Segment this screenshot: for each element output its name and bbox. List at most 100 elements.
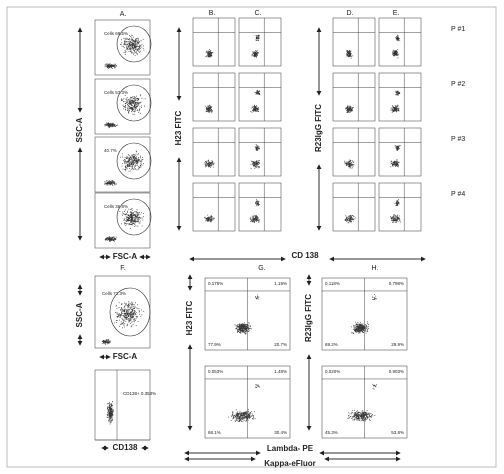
plot xyxy=(192,72,236,122)
plot xyxy=(238,127,282,177)
event-dots xyxy=(205,104,213,113)
quadrant-value: 29.9% xyxy=(391,342,404,347)
frame xyxy=(6,6,497,468)
axis-label: H23 FITC xyxy=(185,300,194,335)
event-dots xyxy=(204,214,215,223)
event-dots xyxy=(344,159,355,169)
plot-frame xyxy=(378,72,422,122)
column-label: D. xyxy=(347,10,354,17)
axis-label: CD 138 xyxy=(291,251,319,260)
quadrant-value: 45.3% xyxy=(325,430,338,435)
plot xyxy=(94,78,152,135)
row-label: P #1 xyxy=(451,26,465,33)
event-dots xyxy=(106,401,114,425)
plot xyxy=(321,365,408,439)
event-dots xyxy=(255,199,260,207)
plot xyxy=(332,182,376,232)
plot-frame xyxy=(238,72,282,122)
plot xyxy=(378,182,422,232)
axis-label: Kappa-eFluor xyxy=(264,459,316,468)
plot-frame xyxy=(332,127,376,177)
plot xyxy=(204,365,291,439)
event-dots xyxy=(119,208,144,229)
plot xyxy=(204,277,291,351)
event-dots xyxy=(254,89,261,96)
plot-frame xyxy=(238,182,282,232)
plot xyxy=(192,127,236,177)
plot-frame xyxy=(378,127,422,177)
event-dots xyxy=(114,301,144,329)
event-dots xyxy=(255,34,260,41)
quadrant-value: 68.1% xyxy=(208,430,221,435)
gate xyxy=(116,142,152,180)
axis-label: R23IgG FITC xyxy=(304,294,313,342)
event-dots xyxy=(101,339,111,345)
axis-label: SSC-A xyxy=(75,302,84,327)
event-dots xyxy=(251,49,259,58)
quadrant-value: 0.020% xyxy=(325,369,340,374)
quadrant-value: 1.48% xyxy=(274,369,287,374)
plot-frame xyxy=(238,127,282,177)
gate xyxy=(116,25,152,63)
plot-frame xyxy=(94,78,151,135)
plot-frame xyxy=(332,182,376,232)
gate-label: Cells 36.8% xyxy=(104,204,128,209)
plot-frame xyxy=(94,369,151,441)
plot-frame xyxy=(192,17,236,67)
event-dots xyxy=(254,144,260,151)
axis-label: CD138 xyxy=(113,443,138,452)
gate xyxy=(116,84,152,122)
quadrant-value: 0.053% xyxy=(208,369,223,374)
event-dots xyxy=(351,321,369,334)
plot xyxy=(378,17,422,67)
quadrant-value: 53.8% xyxy=(391,430,404,435)
plot-frame xyxy=(378,182,422,232)
plot-frame xyxy=(192,127,236,177)
column-label: F. xyxy=(120,265,126,272)
event-dots xyxy=(390,104,400,113)
event-dots xyxy=(347,409,376,422)
axis-label: FSC-A xyxy=(113,252,138,261)
plot xyxy=(321,277,408,351)
column-label: A. xyxy=(120,11,127,18)
plot xyxy=(94,192,152,249)
plot-frame xyxy=(238,17,282,67)
plot-frame xyxy=(94,192,151,249)
plot-frame xyxy=(94,19,151,76)
event-dots xyxy=(104,122,118,129)
event-dots xyxy=(120,34,145,56)
event-dots xyxy=(250,104,259,113)
plot xyxy=(332,17,376,67)
event-dots xyxy=(344,214,356,224)
gate-label: Cells 69.5% xyxy=(104,31,128,36)
plot xyxy=(378,72,422,122)
column-label: H. xyxy=(372,265,379,272)
event-dots xyxy=(390,214,401,223)
event-dots xyxy=(395,34,401,42)
event-dots xyxy=(390,159,400,168)
row-label: P #3 xyxy=(451,136,465,143)
axis-label: FSC-A xyxy=(113,352,138,361)
plot xyxy=(378,127,422,177)
plot-frame xyxy=(332,17,376,67)
plot xyxy=(94,369,151,441)
plot xyxy=(238,17,282,67)
event-dots xyxy=(394,199,400,206)
plot xyxy=(192,182,236,232)
event-dots xyxy=(255,294,260,300)
plot xyxy=(238,182,282,232)
quadrant-value: 0.118% xyxy=(325,281,340,286)
event-dots xyxy=(372,294,377,300)
plot xyxy=(332,72,376,122)
event-dots xyxy=(395,90,401,96)
plot xyxy=(94,19,152,76)
plot-frame xyxy=(332,72,376,122)
quadrant-value: 77.9% xyxy=(208,342,221,347)
event-dots xyxy=(345,105,354,113)
quadrant-value: 20.7% xyxy=(274,342,287,347)
plot xyxy=(332,127,376,177)
event-dots xyxy=(234,322,252,335)
quadrant-value: 0.175% xyxy=(208,281,223,286)
event-dots xyxy=(121,94,146,115)
